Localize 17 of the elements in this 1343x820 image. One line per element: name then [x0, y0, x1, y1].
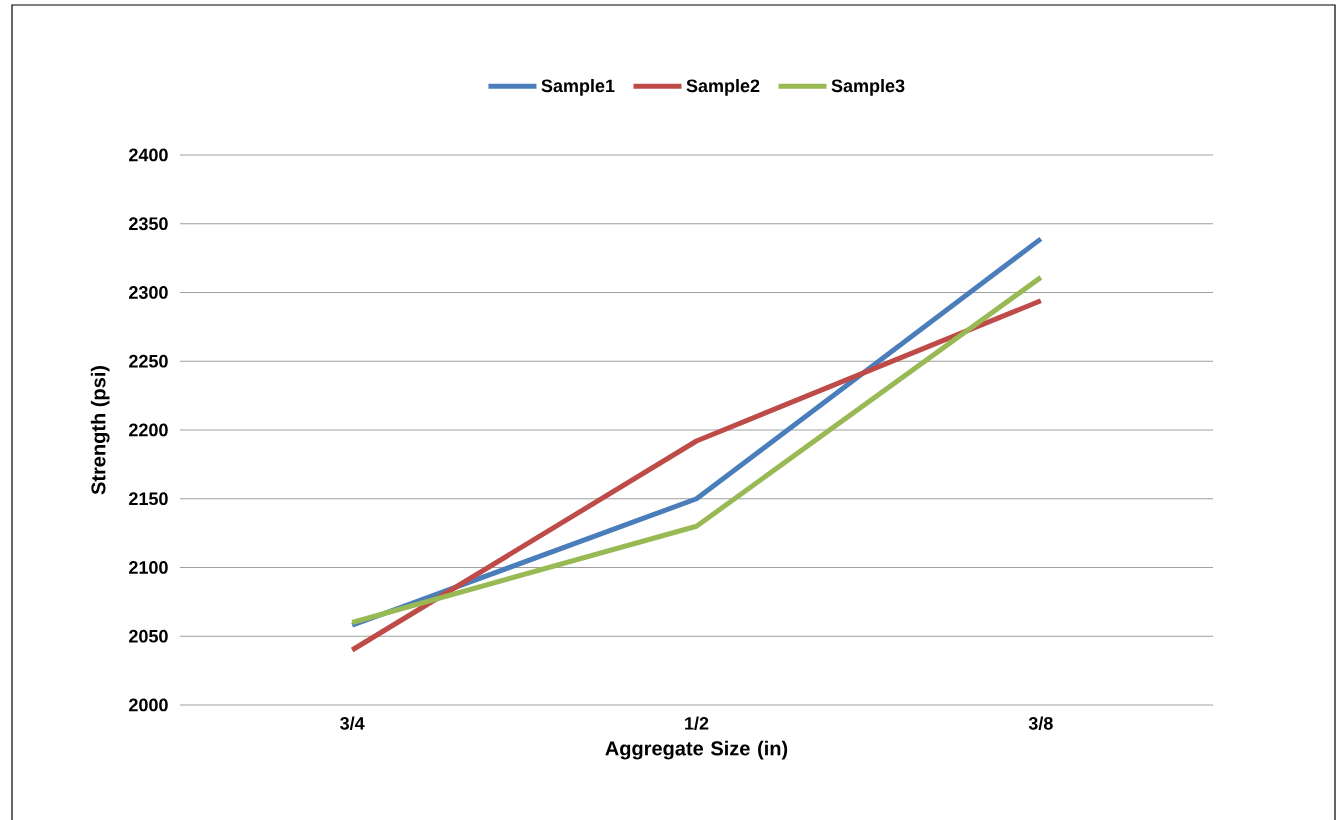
y-tick-label: 2200: [129, 423, 168, 437]
x-axis-title: Aggregate Size (in): [605, 740, 788, 760]
legend-label: Sample3: [831, 78, 905, 96]
y-axis-title: Strength (psi): [90, 366, 110, 495]
y-tick-label: 2350: [129, 217, 168, 231]
y-tick-label: 2300: [129, 286, 168, 299]
y-tick-label: 2100: [129, 561, 168, 574]
y-tick-label: 2000: [129, 698, 168, 712]
x-tick-label: 1/2: [685, 716, 709, 730]
legend-label: Sample1: [541, 78, 615, 96]
x-tick-label: 3/4: [340, 716, 365, 730]
y-tick-label: 2050: [129, 629, 168, 643]
y-tick-label: 2400: [129, 148, 168, 162]
x-tick-label: 3/8: [1028, 716, 1053, 730]
y-tick-label: 2150: [129, 492, 168, 506]
y-tick-label: 2250: [129, 354, 168, 368]
legend-label: Sample2: [686, 78, 760, 96]
